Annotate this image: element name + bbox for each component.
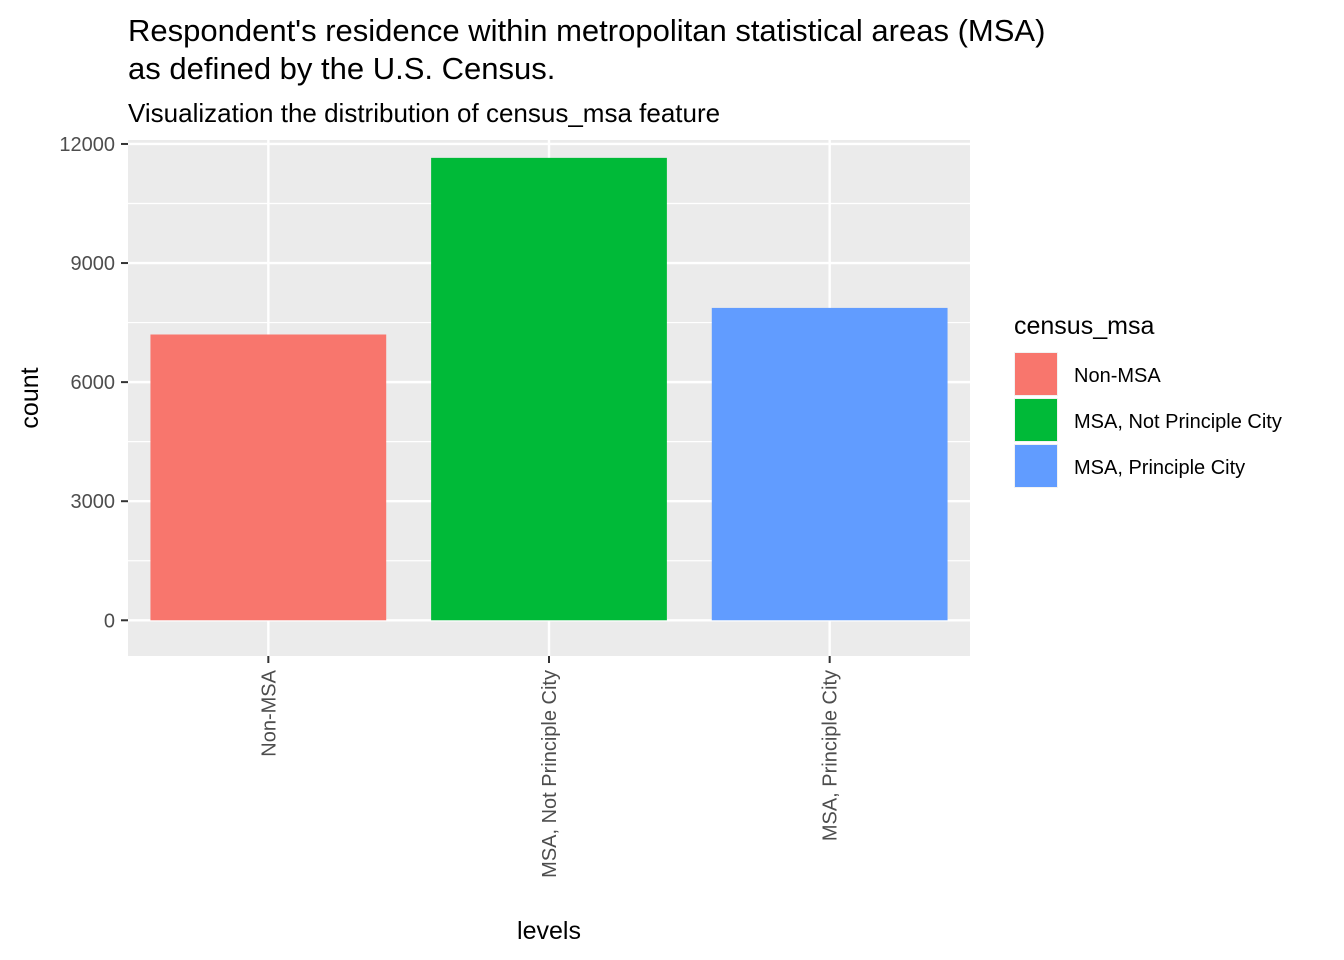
legend-swatch-1 [1015,399,1057,441]
bar-1 [431,157,667,621]
legend-entry-1: MSA, Not Principle City [1074,411,1282,433]
x-tick-label: MSA, Not Principle City [539,670,561,878]
y-tick-label: 0 [104,610,115,632]
bar-0 [150,334,387,621]
legend-entry-0: Non-MSA [1074,365,1161,387]
bar-2 [711,307,948,621]
chart-title: Respondent's residence within metropolit… [128,13,1045,48]
x-axis: Non-MSA MSA, Not Principle City MSA, Princ… [258,656,842,878]
chart-subtitle: Visualization the distribution of census… [128,98,720,128]
x-tick-label: Non-MSA [258,669,280,756]
x-tick-label: MSA, Principle City [820,670,842,841]
legend-title: census_msa [1014,312,1154,340]
bars [150,157,948,621]
legend-swatch-2 [1015,445,1057,487]
x-axis-label: levels [517,917,581,945]
legend-entry-2: MSA, Principle City [1074,457,1245,479]
y-axis-label: count [16,367,44,428]
y-tick-label: 6000 [71,372,116,394]
y-axis: 0 3000 6000 9000 12000 [59,134,128,632]
y-tick-label: 12000 [59,134,115,156]
y-tick-label: 9000 [71,253,116,275]
chart-title-line2: as defined by the U.S. Census. [128,51,555,86]
legend-swatch-0 [1015,353,1057,395]
y-tick-label: 3000 [71,491,116,513]
legend: census_msa Non-MSA MSA, Not Principle Cit… [1014,312,1282,488]
